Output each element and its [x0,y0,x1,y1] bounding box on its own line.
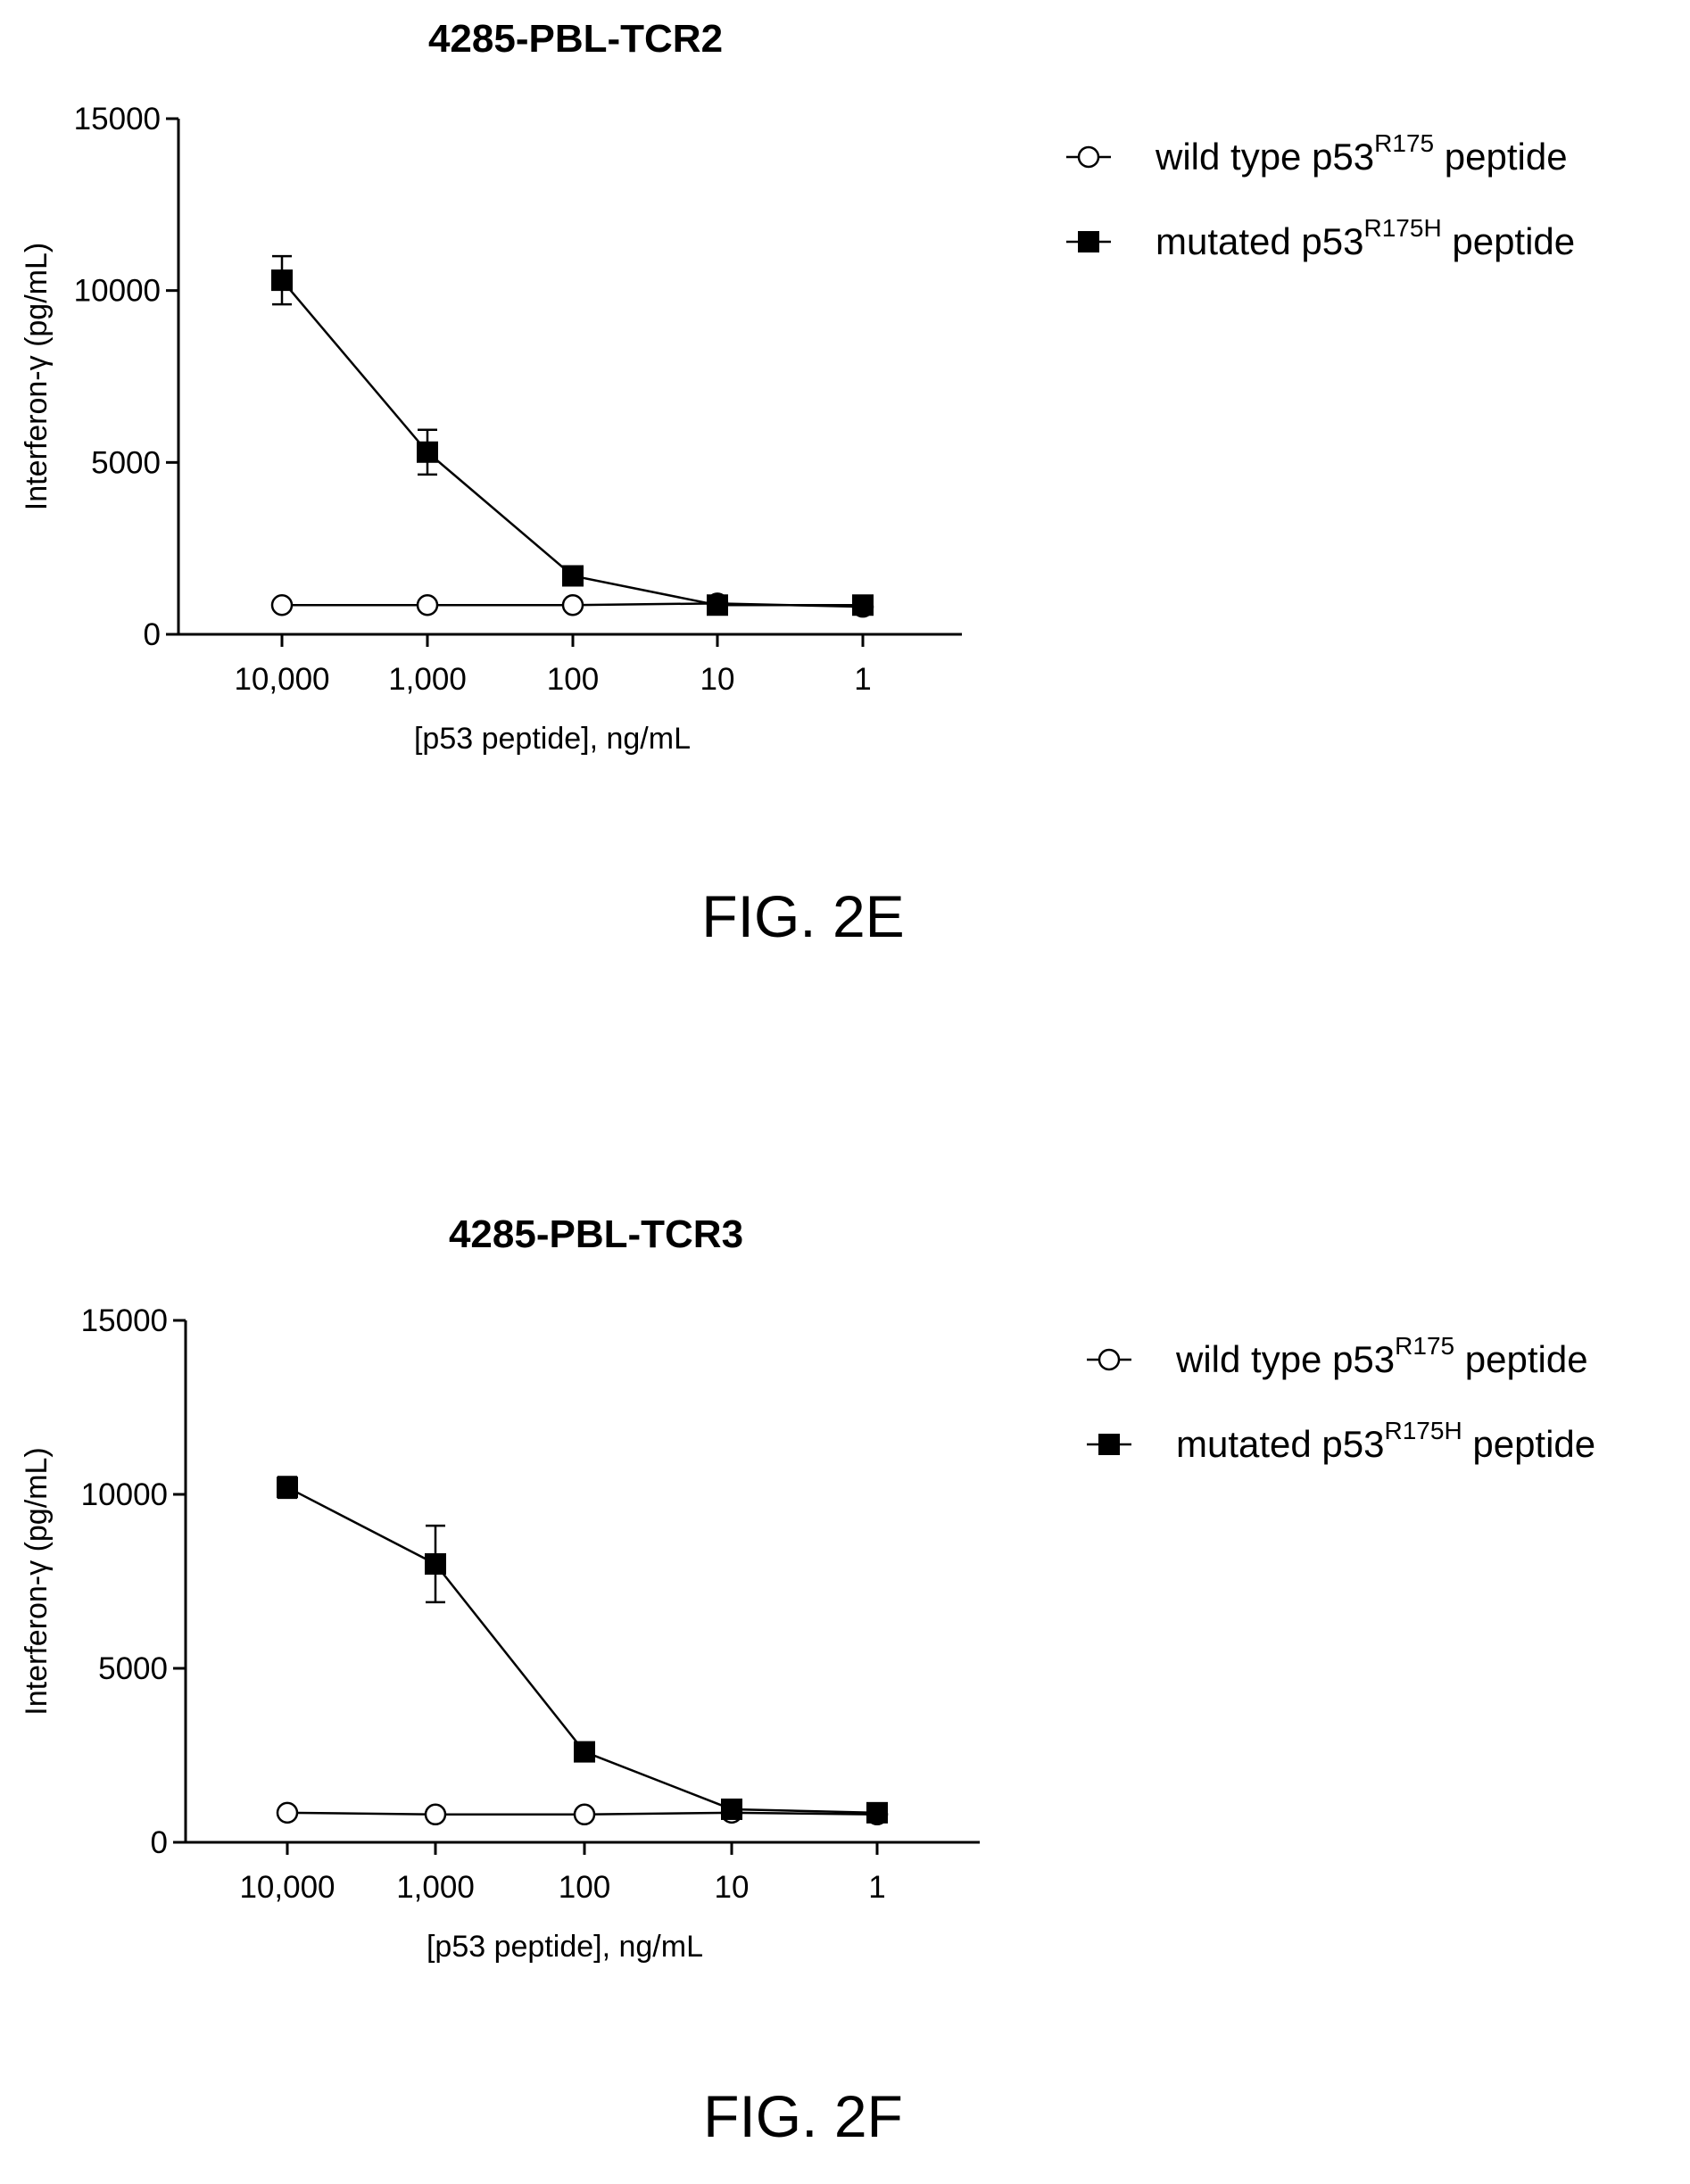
data-point [425,1553,446,1575]
x-tick-label: 10,000 [234,662,329,697]
chart-title: 4285-PBL-TCR2 [428,17,723,61]
series-1 [276,1801,889,1826]
legend-name: wild type p53 [1155,136,1374,178]
figure-label: FIG. 2F [703,2083,903,2149]
legend-suffix: peptide [1442,220,1575,262]
legend-label: wild type p53R175 peptide [1175,1332,1588,1380]
x-tick-label: 100 [559,1870,610,1905]
data-point [852,594,874,616]
figure-label: FIG. 2E [701,883,904,949]
data-point [424,1803,447,1826]
legend-marker [1098,1434,1120,1455]
chart-title: 4285-PBL-TCR3 [449,1212,743,1256]
x-tick-label: 1,000 [388,662,467,697]
data-point [417,441,438,463]
x-tick-label: 1 [868,1870,885,1905]
y-tick-label: 15000 [81,1303,168,1338]
data-point [277,1477,298,1499]
x-tick-label: 10 [700,662,735,697]
chart-2: 4285-PBL-TCR3 0 5000 10000 15000 10,000 1,000 1… [20,1212,1595,1964]
data-point [574,1741,595,1763]
legend-marker [1077,145,1100,169]
y-tick-label: 5000 [91,445,161,480]
legend-name: mutated p53 [1176,1423,1385,1465]
y-tick-label: 0 [144,617,161,652]
legend-marker [1098,1348,1121,1371]
legend-label: mutated p53R175H peptide [1176,1417,1595,1465]
legend-suffix: peptide [1434,136,1567,178]
y-tick-label: 10000 [74,274,161,309]
legend-superscript: R175 [1374,129,1434,157]
x-tick-label: 10,000 [239,1870,335,1905]
y-tick-label: 5000 [98,1651,168,1686]
legend-entry-1: wild type p53R175 peptide [1087,1332,1588,1380]
chart-1: 4285-PBL-TCR2 0 5000 10000 15000 10,000 1,000 1… [20,17,1575,756]
x-axis-label: [p53 peptide], ng/mL [427,1930,703,1964]
legend-suffix: peptide [1462,1423,1595,1465]
legend-superscript: R175H [1364,214,1442,242]
x-tick-label: 10 [715,1870,750,1905]
legend-name: wild type p53 [1175,1338,1395,1380]
series-line [286,1486,878,1815]
legend-suffix: peptide [1454,1338,1587,1380]
legend-superscript: R175H [1385,1417,1462,1444]
data-point [416,593,439,616]
data-point [561,593,584,616]
data-point [562,565,584,587]
x-tick-label: 1 [854,662,871,697]
y-tick-label: 0 [151,1825,168,1860]
data-point [866,1801,888,1824]
legend-label: mutated p53R175H peptide [1156,214,1575,262]
legend-marker [1078,231,1099,252]
data-point [270,593,294,616]
legend-label: wild type p53R175 peptide [1155,129,1568,178]
data-point [271,269,293,292]
legend-entry-2: mutated p53R175H peptide [1066,214,1575,262]
y-tick-label: 10000 [81,1477,168,1512]
data-point [573,1803,596,1826]
x-axis-label: [p53 peptide], ng/mL [414,722,691,756]
series-line [281,279,863,607]
series-2 [271,254,874,616]
y-tick-label: 15000 [74,102,161,136]
legend-name: mutated p53 [1156,220,1364,262]
x-tick-label: 100 [547,662,599,697]
data-point [707,594,728,616]
y-axis-label: Interferon-γ (pg/mL) [20,1447,54,1715]
series-2 [277,1476,888,1824]
x-tick-label: 1,000 [396,1870,475,1905]
y-axis-label: Interferon-γ (pg/mL) [20,243,54,510]
legend-entry-2: mutated p53R175H peptide [1087,1417,1595,1465]
data-point [276,1801,299,1824]
legend-entry-1: wild type p53R175 peptide [1066,129,1568,178]
legend-superscript: R175 [1395,1332,1454,1360]
data-point [721,1798,742,1820]
